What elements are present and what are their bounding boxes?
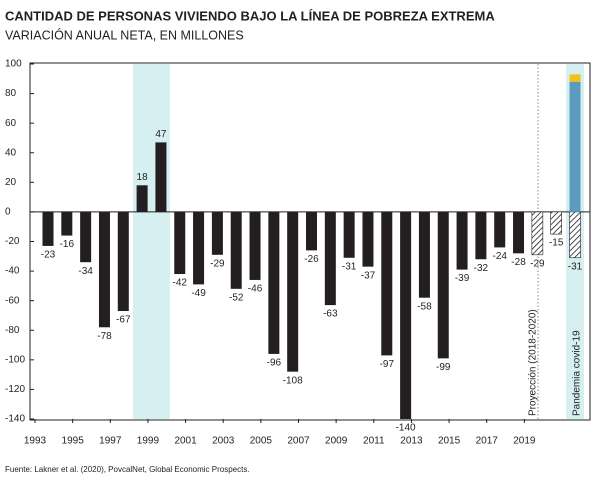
bar — [513, 211, 525, 254]
bar — [324, 211, 336, 306]
value-label: -37 — [361, 270, 376, 281]
value-label: -97 — [380, 359, 395, 370]
value-label: -28 — [511, 257, 526, 268]
bar — [418, 211, 430, 298]
x-tick-label: 2001 — [174, 436, 197, 447]
value-label: -16 — [60, 239, 75, 250]
bar — [343, 211, 355, 258]
bar — [80, 211, 92, 263]
bar — [475, 211, 487, 260]
source: Fuente: Lakner et al. (2020), PovcalNet,… — [5, 465, 250, 474]
y-tick-label: -80 — [5, 325, 20, 336]
bar — [456, 211, 468, 270]
value-label: -46 — [248, 284, 263, 295]
value-label: 47 — [155, 129, 167, 140]
chart-title: CANTIDAD DE PERSONAS VIVIENDO BAJO LA LÍ… — [5, 8, 495, 23]
bar — [98, 211, 110, 328]
y-tick-label: -140 — [5, 414, 25, 425]
value-label: -32 — [474, 263, 489, 274]
highlight-band — [133, 64, 170, 419]
value-label: -99 — [436, 362, 451, 373]
value-label: -39 — [455, 273, 470, 284]
value-label: 18 — [137, 172, 149, 183]
chart-subtitle: VARIACIÓN ANUAL NETA, EN MILLONES — [5, 27, 244, 42]
x-tick-label: 1995 — [62, 436, 85, 447]
bar — [569, 74, 581, 82]
value-label: -29 — [210, 258, 225, 269]
bar — [550, 211, 562, 235]
y-tick-label: 60 — [5, 118, 17, 129]
x-tick-label: 2015 — [438, 436, 461, 447]
bar — [193, 211, 205, 285]
value-label: -58 — [417, 301, 432, 312]
bar — [174, 211, 186, 275]
x-tick-label: 2007 — [287, 436, 310, 447]
bar — [531, 211, 544, 256]
bar — [61, 211, 73, 236]
value-label: -26 — [304, 254, 319, 265]
bar — [42, 211, 54, 246]
value-label: -78 — [97, 331, 112, 342]
value-label: -67 — [116, 315, 131, 326]
x-tick-label: 1993 — [24, 436, 47, 447]
x-tick-label: 1999 — [137, 436, 160, 447]
bar — [494, 211, 506, 248]
bar — [287, 211, 299, 372]
y-tick-label: -100 — [5, 354, 25, 365]
value-label: -31 — [342, 261, 357, 272]
value-label: -42 — [173, 278, 188, 289]
y-tick-label: -120 — [5, 384, 25, 395]
value-label: -140 — [396, 423, 416, 434]
value-label: -24 — [492, 251, 507, 262]
bar — [155, 142, 167, 212]
annotation: Proyección (2018-2020) — [528, 309, 539, 416]
y-tick-label: -20 — [5, 236, 20, 247]
value-label: -52 — [229, 292, 244, 303]
value-label: -108 — [283, 375, 303, 386]
annotation: Pandemia covid-19 — [572, 330, 583, 416]
value-label: -23 — [41, 250, 56, 261]
bar — [400, 211, 412, 419]
bar — [211, 211, 223, 255]
value-label: -29 — [530, 258, 545, 269]
y-tick-label: 0 — [5, 207, 11, 218]
x-tick-label: 2003 — [212, 436, 235, 447]
value-label: -31 — [568, 261, 583, 272]
y-tick-label: 100 — [5, 59, 22, 70]
bar — [136, 185, 148, 212]
bar — [117, 211, 129, 312]
bar — [569, 211, 581, 259]
y-tick-label: 80 — [5, 88, 17, 99]
x-tick-label: 2019 — [513, 436, 536, 447]
bar — [249, 211, 261, 280]
bar — [230, 211, 242, 289]
x-tick-label: 2011 — [363, 436, 385, 447]
bar — [569, 81, 581, 212]
x-tick-label: 2009 — [325, 436, 348, 447]
bar — [268, 211, 280, 354]
value-label: -63 — [323, 309, 338, 320]
y-tick-label: -60 — [5, 295, 20, 306]
x-tick-label: 2017 — [476, 436, 499, 447]
value-label: -96 — [267, 358, 282, 369]
bar — [362, 211, 374, 267]
bar — [381, 211, 393, 356]
y-tick-label: 20 — [5, 177, 17, 188]
y-tick-label: -40 — [5, 266, 20, 277]
x-tick-label: 2013 — [400, 436, 423, 447]
y-tick-label: 40 — [5, 147, 17, 158]
value-label: -49 — [191, 288, 206, 299]
value-label: -15 — [549, 238, 564, 249]
value-label: -34 — [78, 266, 93, 277]
x-tick-label: 2005 — [250, 436, 273, 447]
x-tick-label: 1997 — [99, 436, 122, 447]
bar — [437, 211, 449, 359]
bar — [306, 211, 317, 251]
